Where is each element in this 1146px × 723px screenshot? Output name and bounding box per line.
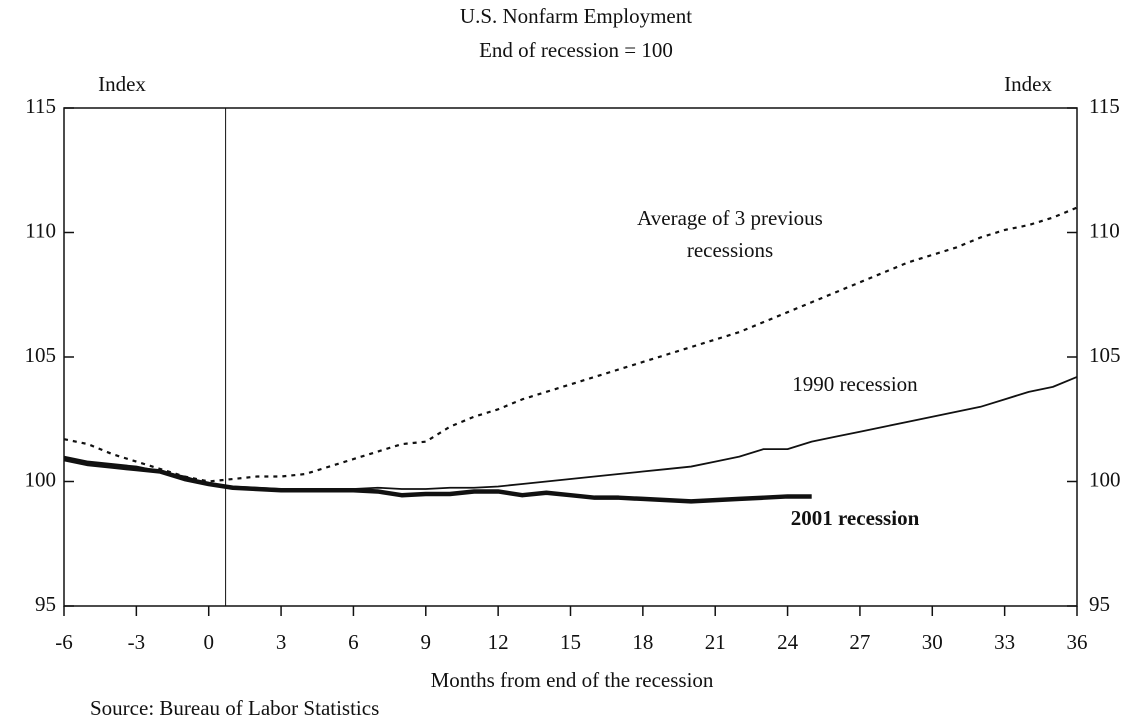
y2-tick-label: 110: [1089, 218, 1120, 242]
x-tick-label: 12: [488, 630, 509, 654]
x-tick-label: 6: [348, 630, 359, 654]
series-label: 1990 recession: [792, 372, 918, 396]
chart-title: U.S. Nonfarm Employment: [460, 4, 692, 28]
y2-tick-label: 100: [1089, 467, 1121, 491]
chart-subtitle: End of recession = 100: [479, 38, 673, 62]
x-tick-label: 0: [203, 630, 214, 654]
y-axis-label: Index: [98, 72, 146, 96]
x-tick-label: 21: [705, 630, 726, 654]
y2-tick-label: 105: [1089, 343, 1121, 367]
series-label: 2001 recession: [790, 506, 920, 530]
series-line: [63, 456, 812, 504]
y-tick-label: 95: [35, 592, 56, 616]
y2-axis-label: Index: [1004, 72, 1052, 96]
x-tick-label: -3: [128, 630, 146, 654]
y2-tick-label: 115: [1089, 94, 1120, 118]
x-tick-label: 30: [922, 630, 943, 654]
x-tick-label: 15: [560, 630, 581, 654]
series-line: [63, 206, 1078, 483]
y-tick-label: 105: [25, 343, 57, 367]
series-label: Average of 3 previous recessions: [637, 206, 823, 262]
x-tick-label: 24: [777, 630, 799, 654]
y-tick-label: 115: [25, 94, 56, 118]
x-tick-label: -6: [55, 630, 73, 654]
source: Source: Bureau of Labor Statistics: [90, 696, 379, 720]
x-tick-label: 3: [276, 630, 287, 654]
x-tick-label: 18: [632, 630, 653, 654]
y-tick-label: 110: [25, 218, 56, 242]
x-tick-label: 27: [849, 630, 870, 654]
x-axis-label: Months from end of the recession: [431, 668, 714, 692]
y-tick-label: 100: [25, 467, 57, 491]
x-tick-label: 9: [421, 630, 432, 654]
x-tick-label: 33: [994, 630, 1015, 654]
x-tick-label: 36: [1067, 630, 1088, 654]
y2-tick-label: 95: [1089, 592, 1110, 616]
